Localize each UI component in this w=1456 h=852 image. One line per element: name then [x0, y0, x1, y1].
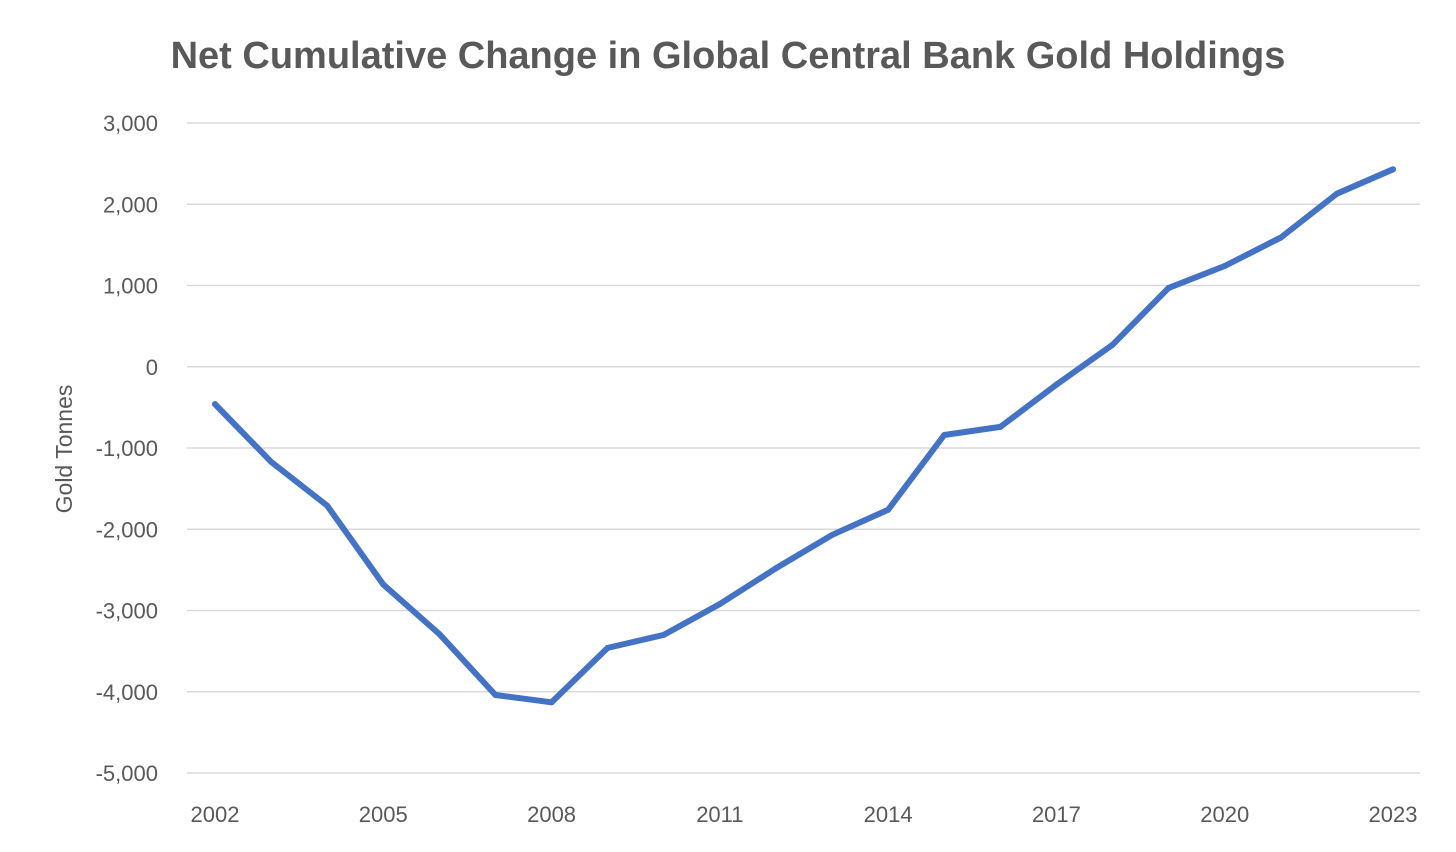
y-axis-ticks: 3,000 2,000 1,000 0 -1,000 -2,000 -3,000 -4,000…	[96, 111, 158, 786]
y-tick-label: -4,000	[96, 680, 158, 705]
x-axis-ticks: 2002 2005 2008 2011 2014 2017 2020 2023	[191, 802, 1418, 827]
y-tick-label: 0	[146, 355, 158, 380]
y-tick-label: -1,000	[96, 436, 158, 461]
x-tick-label: 2011	[696, 802, 743, 827]
data-point	[1333, 190, 1340, 197]
data-point	[604, 644, 611, 651]
data-point	[1277, 234, 1284, 241]
y-tick-label: -3,000	[96, 599, 158, 624]
data-point	[1109, 341, 1116, 348]
x-tick-label: 2008	[527, 802, 576, 827]
data-point	[772, 565, 779, 572]
data-point	[324, 502, 331, 509]
chart-title: Net Cumulative Change in Global Central …	[171, 35, 1286, 77]
data-point	[885, 506, 892, 513]
data-point	[548, 699, 555, 706]
y-tick-label: 3,000	[103, 111, 158, 136]
y-tick-label: -2,000	[96, 517, 158, 542]
y-tick-label: 2,000	[103, 192, 158, 217]
data-point	[212, 401, 218, 408]
data-point	[941, 432, 948, 438]
data-point	[436, 631, 443, 638]
series-layer	[212, 166, 1396, 706]
data-point	[660, 631, 667, 638]
data-point	[492, 692, 499, 698]
y-tick-label: 1,000	[103, 274, 158, 299]
x-tick-label: 2014	[864, 802, 913, 827]
y-axis-label: Gold Tonnes	[51, 385, 77, 514]
data-point	[1390, 166, 1396, 173]
data-point	[829, 531, 836, 538]
gridlines	[187, 122, 1420, 774]
x-tick-label: 2023	[1369, 802, 1418, 827]
x-tick-label: 2020	[1200, 802, 1249, 827]
y-tick-label: -5,000	[96, 761, 158, 786]
series-line	[212, 166, 1396, 706]
data-point	[1053, 381, 1060, 388]
x-tick-label: 2017	[1032, 802, 1081, 827]
data-point	[380, 581, 387, 588]
data-point	[1221, 263, 1228, 269]
data-point	[268, 458, 275, 465]
data-point	[997, 423, 1004, 430]
data-point	[1165, 284, 1172, 291]
x-tick-label: 2005	[359, 802, 408, 827]
data-point	[716, 601, 723, 607]
x-tick-label: 2002	[191, 802, 240, 827]
